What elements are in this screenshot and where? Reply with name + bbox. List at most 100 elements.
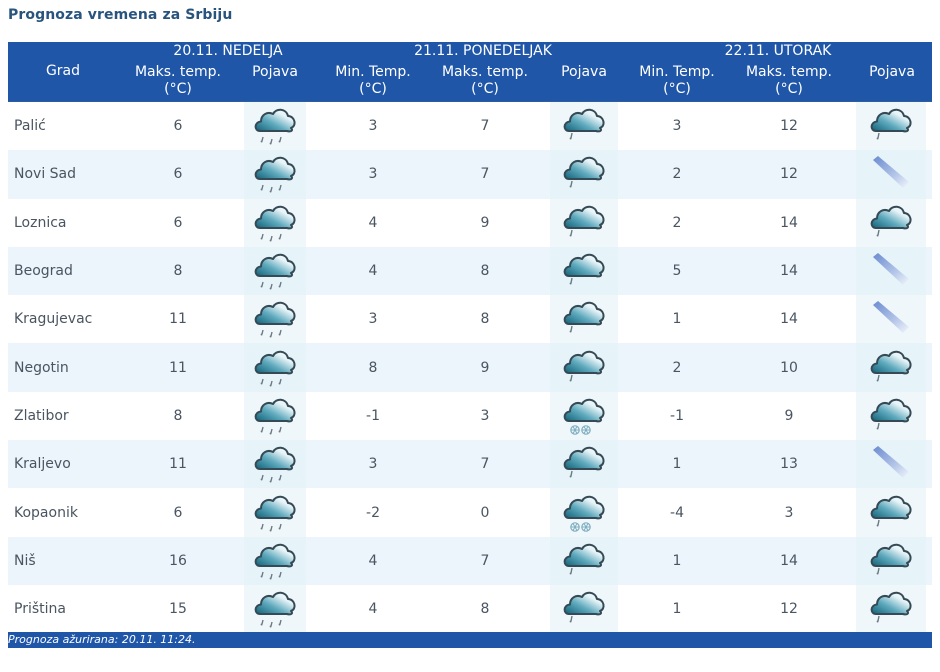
- city-name: Loznica: [14, 214, 67, 231]
- d1-weather-cell: [244, 246, 306, 296]
- cloud-snow-icon: [560, 394, 608, 438]
- d2-min-temp: 4: [368, 552, 378, 569]
- col-header-d3-max: Maks. temp. (°C): [745, 64, 833, 97]
- table-row: Loznica 6 4 9 2 14: [8, 198, 932, 247]
- d2-weather-cell: [550, 440, 618, 489]
- d1-max-temp: 6: [173, 166, 183, 183]
- d3-weather-cell: [856, 246, 926, 296]
- d3-max-temp: 14: [780, 263, 798, 280]
- d3-max-temp: 12: [780, 601, 798, 618]
- col-header-d2-icon: Pojava: [561, 64, 607, 80]
- d3-weather-cell: [856, 440, 926, 489]
- d2-max-temp: 0: [480, 504, 490, 521]
- d2-max-temp: 7: [480, 118, 490, 135]
- d2-min-temp: 8: [368, 359, 378, 376]
- d2-weather-cell: [550, 536, 618, 585]
- cloud-rain-icon: [251, 587, 299, 631]
- wind-streak-icon: [867, 297, 915, 341]
- cloud-light-rain-icon: [867, 346, 915, 390]
- table-header: 20.11. NEDELJA 21.11. PONEDELJAK 22.11. …: [8, 42, 932, 102]
- d3-max-temp: 14: [780, 214, 798, 231]
- city-name: Niš: [14, 552, 36, 569]
- d1-weather-cell: [244, 488, 306, 537]
- cloud-light-rain-icon: [867, 104, 915, 148]
- table-row: Priština 15 4 8 1 12: [8, 584, 932, 634]
- d2-weather-cell: [550, 295, 618, 344]
- d2-min-temp: 3: [368, 311, 378, 328]
- cloud-rain-icon: [251, 394, 299, 438]
- city-name: Beograd: [14, 263, 73, 280]
- d3-max-temp: 9: [784, 407, 794, 424]
- d2-max-temp: 3: [480, 407, 490, 424]
- d2-max-temp: 9: [480, 214, 490, 231]
- d1-max-temp: 11: [169, 359, 187, 376]
- city-name: Palić: [14, 118, 46, 135]
- d2-max-temp: 7: [480, 166, 490, 183]
- table-row: Kopaonik 6 -2 0 -4 3: [8, 488, 932, 537]
- d3-weather-cell: [856, 343, 926, 392]
- d1-max-temp: 11: [169, 311, 187, 328]
- cloud-rain-icon: [251, 249, 299, 293]
- d2-min-temp: -2: [366, 504, 380, 521]
- cloud-light-rain-icon: [867, 201, 915, 245]
- d1-weather-cell: [244, 584, 306, 634]
- d2-weather-cell: [550, 198, 618, 247]
- d3-max-temp: 12: [780, 166, 798, 183]
- d1-max-temp: 6: [173, 504, 183, 521]
- table-row: Negotin 11 8 9 2 10: [8, 343, 932, 392]
- table-row: Palić 6 3 7 3 12: [8, 102, 932, 151]
- d2-weather-cell: [550, 584, 618, 634]
- d3-min-temp: 2: [672, 166, 682, 183]
- wind-streak-icon: [867, 249, 915, 293]
- cloud-light-rain-icon: [867, 394, 915, 438]
- d3-weather-cell: [856, 391, 926, 441]
- wind-streak-icon: [867, 152, 915, 196]
- d2-min-temp: 3: [368, 118, 378, 135]
- table-row: Beograd 8 4 8 5 14: [8, 246, 932, 296]
- d2-min-temp: 3: [368, 456, 378, 473]
- d1-weather-cell: [244, 391, 306, 441]
- table-row: Zlatibor 8 -1 3 -1 9: [8, 391, 932, 441]
- cloud-rain-icon: [251, 346, 299, 390]
- d1-max-temp: 8: [173, 407, 183, 424]
- d3-min-temp: 1: [672, 601, 682, 618]
- d1-weather-cell: [244, 440, 306, 489]
- d2-min-temp: 3: [368, 166, 378, 183]
- d1-weather-cell: [244, 295, 306, 344]
- d3-max-temp: 3: [784, 504, 794, 521]
- d1-weather-cell: [244, 343, 306, 392]
- d1-max-temp: 6: [173, 214, 183, 231]
- d3-max-temp: 12: [780, 118, 798, 135]
- d1-weather-cell: [244, 198, 306, 247]
- d3-min-temp: 2: [672, 359, 682, 376]
- cloud-rain-icon: [251, 442, 299, 486]
- d2-min-temp: -1: [366, 407, 380, 424]
- d2-weather-cell: [550, 391, 618, 441]
- d2-min-temp: 4: [368, 601, 378, 618]
- city-name: Kragujevac: [14, 311, 93, 328]
- d2-weather-cell: [550, 150, 618, 199]
- city-name: Kraljevo: [14, 456, 71, 473]
- d2-max-temp: 9: [480, 359, 490, 376]
- d1-weather-cell: [244, 536, 306, 585]
- d3-min-temp: 1: [672, 311, 682, 328]
- table-row: Kragujevac 11 3 8 1 14: [8, 295, 932, 344]
- d2-max-temp: 7: [480, 456, 490, 473]
- cloud-light-rain-icon: [867, 587, 915, 631]
- cloud-rain-icon: [251, 104, 299, 148]
- cloud-light-rain-icon: [560, 539, 608, 583]
- d3-min-temp: -4: [670, 504, 684, 521]
- d3-weather-cell: [856, 150, 926, 199]
- d3-min-temp: 5: [672, 263, 682, 280]
- cloud-light-rain-icon: [560, 104, 608, 148]
- d1-max-temp: 8: [173, 263, 183, 280]
- d3-weather-cell: [856, 488, 926, 537]
- d3-weather-cell: [856, 536, 926, 585]
- cloud-light-rain-icon: [867, 491, 915, 535]
- col-header-d3-icon: Pojava: [869, 64, 915, 80]
- city-name: Kopaonik: [14, 504, 78, 521]
- cloud-rain-icon: [251, 491, 299, 535]
- d1-max-temp: 15: [169, 601, 187, 618]
- cloud-rain-icon: [251, 152, 299, 196]
- col-header-city: Grad: [45, 63, 81, 79]
